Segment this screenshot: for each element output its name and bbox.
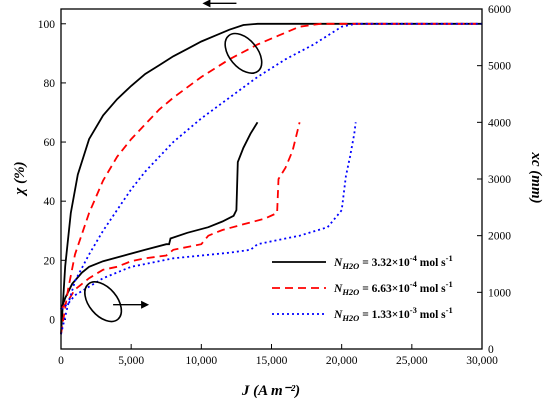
- legend: NH2O = 3.32×10-4 mol s-1 NH2O = 6.63×10-4…: [272, 253, 453, 323]
- series-3-chi-line: [60, 22, 482, 335]
- x-tick-label: 30,000: [466, 355, 498, 367]
- plot-frame: [60, 8, 483, 350]
- y-left-tick-label: 100: [38, 19, 56, 31]
- series-1-chi-line: [60, 22, 482, 335]
- ticks-layer: 0 5,000 10,000 15,000 20,000 25,000 30,0000204…: [38, 4, 512, 367]
- legend-label-1: NH2O = 3.32×10-4 mol s-1: [333, 253, 453, 271]
- y-left-tick-label: 60: [44, 137, 56, 149]
- annotation-arrowhead: [141, 300, 150, 309]
- y-left-axis-title-text: χ (%): [12, 161, 28, 196]
- y-right-tick-label: 5000: [488, 61, 511, 73]
- legend-label-2: NH2O = 6.63×10-4 mol s-1: [333, 279, 453, 297]
- y-right-tick-label: 1000: [488, 287, 511, 299]
- x-tick-label: 20,000: [326, 355, 358, 367]
- x-axis-title: J (A m⁻²): [241, 383, 300, 399]
- series-2-chi-line: [60, 22, 482, 335]
- y-right-axis-title-text: xc (mm): [528, 151, 544, 203]
- annotation-arrowhead: [202, 0, 211, 8]
- y-right-axis-title: xc (mm): [528, 151, 544, 203]
- x-tick-label: 25,000: [396, 355, 428, 367]
- curves-layer: [60, 22, 482, 335]
- legend-label-3: NH2O = 1.33×10-3 mol s-1: [333, 305, 453, 323]
- y-right-tick-label: 3000: [488, 174, 511, 186]
- y-right-tick-label: 6000: [488, 4, 511, 16]
- annotation-ellipse: [84, 281, 123, 323]
- y-right-tick-label: 0: [488, 344, 494, 356]
- y-right-tick-label: 2000: [488, 231, 511, 243]
- y-left-axis-title: χ (%): [12, 161, 28, 196]
- x-axis-title-text: J (A m⁻²): [241, 383, 300, 399]
- x-tick-label: 10,000: [186, 355, 218, 367]
- series-3-xc-line: [60, 122, 357, 311]
- series-1-xc-line: [60, 121, 259, 310]
- y-left-tick-label: 80: [44, 78, 56, 90]
- annotations-layer: [84, 0, 263, 323]
- y-left-tick-label: 20: [44, 255, 56, 267]
- y-right-tick-label: 4000: [488, 117, 511, 129]
- annotation-ellipse: [224, 32, 263, 74]
- y-left-tick-label: 40: [44, 196, 56, 208]
- y-left-tick-label: 0: [49, 314, 55, 326]
- x-tick-label: 15,000: [256, 355, 288, 367]
- x-tick-label: 5,000: [118, 355, 144, 367]
- x-tick-label: 0: [58, 355, 64, 367]
